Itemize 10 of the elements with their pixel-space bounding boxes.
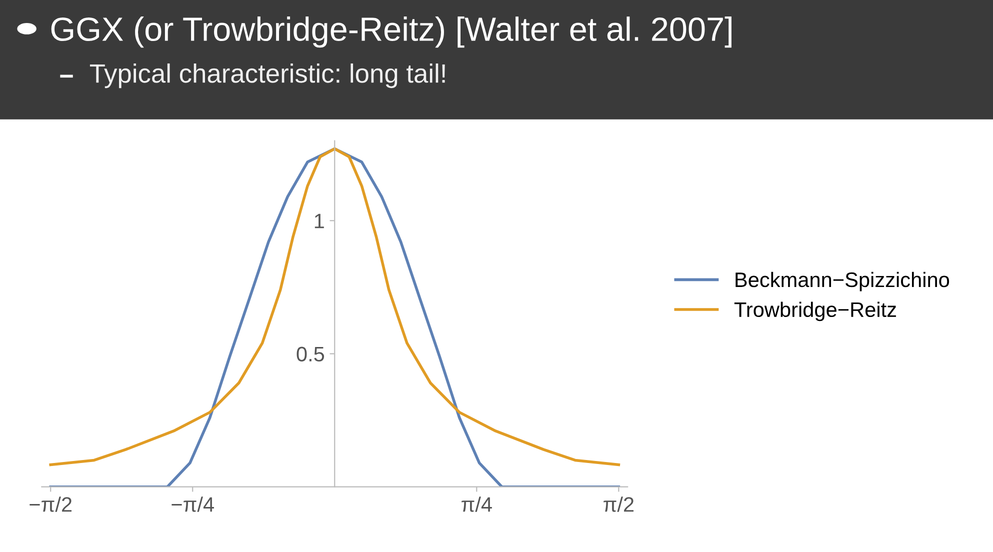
- chart-title: GGX (or Trowbridge-Reitz) [Walter et al. 2007]: [51, 16, 732, 48]
- chart-subtitle: Typical characteristic: long tail!: [90, 63, 445, 88]
- x-tick-label: π/4: [462, 496, 492, 512]
- y-tick-label: 0.5: [296, 346, 324, 362]
- x-tick-label: π/2: [604, 496, 634, 512]
- y-tick-label: 1: [314, 214, 324, 228]
- x-tick-label: −π/2: [30, 496, 72, 512]
- x-tick-label: −π/4: [172, 496, 214, 512]
- legend-label: Beckmann−Spizzichino: [736, 272, 950, 292]
- legend-label: Trowbridge−Reitz: [734, 302, 896, 322]
